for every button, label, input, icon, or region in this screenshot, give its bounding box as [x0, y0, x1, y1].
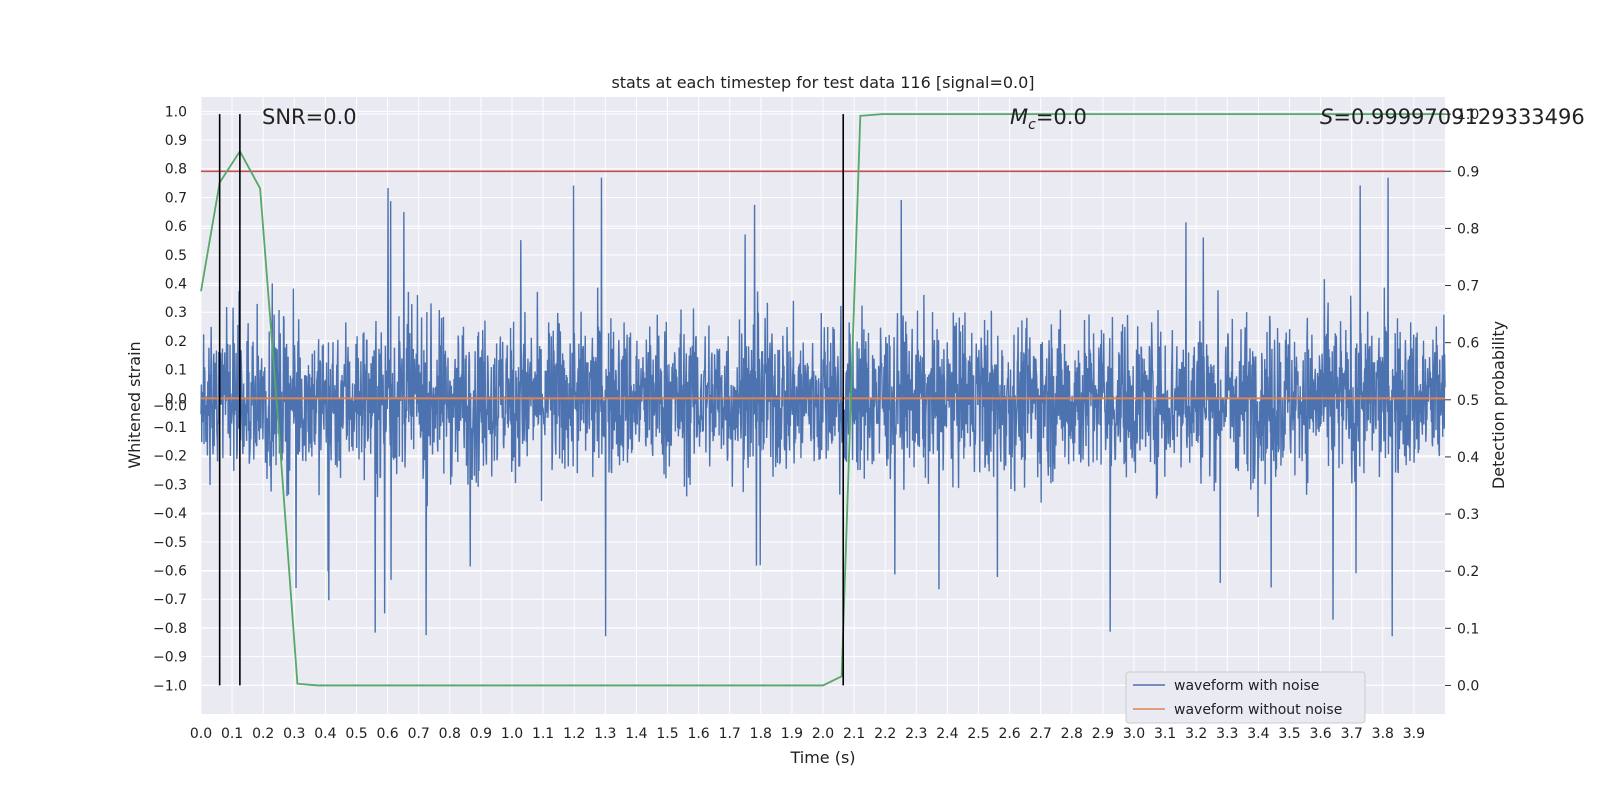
x-tick-label: 0.6: [376, 726, 398, 742]
detection-probability-line: [200, 113, 1445, 687]
x-tick-label: 2.6: [998, 726, 1020, 742]
y-right-tick-label: 0.3: [1457, 507, 1479, 523]
y-right-axis-ticks: 0.0 0.1 0.2 0.3 0.4 0.5 0.6 0.7 0.8 0.9 1.0: [1445, 107, 1479, 694]
x-tick-label: 3.0: [1123, 726, 1145, 742]
y-left-tick-label: 0.3: [165, 305, 187, 321]
y-left-tick-label: −0.1: [153, 420, 187, 436]
x-tick-label: 1.4: [625, 726, 647, 742]
x-tick-label: 1.3: [594, 726, 616, 742]
y-left-tick-label: 0.8: [165, 162, 187, 178]
y-left-tick-label: 0.0: [165, 391, 187, 407]
x-tick-label: 2.4: [936, 726, 958, 742]
x-tick-label: 3.1: [1154, 726, 1176, 742]
x-tick-label: 1.0: [501, 726, 523, 742]
s-symbol: S: [1320, 105, 1333, 129]
x-tick-label: 0.2: [252, 726, 274, 742]
x-tick-label: 3.4: [1247, 726, 1269, 742]
legend-box: [1125, 671, 1366, 724]
x-tick-label: 3.6: [1309, 726, 1331, 742]
x-tick-label: 0.1: [221, 726, 243, 742]
y-left-tick-label: −0.5: [153, 535, 187, 551]
y-left-tick-label: 0.1: [165, 363, 187, 379]
x-tick-label: 3.2: [1185, 726, 1207, 742]
mc-symbol: M: [1010, 105, 1028, 129]
x-tick-label: 1.7: [719, 726, 741, 742]
x-tick-label: 2.2: [874, 726, 896, 742]
x-tick-label: 1.5: [656, 726, 678, 742]
y-right-tick-label: 0.1: [1457, 621, 1479, 637]
y-left-tick-label: −0.0: [153, 399, 187, 415]
y-right-tick-label: 1.0: [1457, 107, 1479, 123]
x-tick-label: 2.8: [1061, 726, 1083, 742]
chart-title: stats at each timestep for test data 116…: [611, 73, 1034, 92]
snr-annotation: SNR=0.0: [262, 105, 357, 129]
noise-waveform-path: [200, 177, 1446, 637]
x-tick-label: 1.6: [687, 726, 709, 742]
score-annotation: S=0.9999709129333496: [1320, 105, 1585, 129]
y-left-tick-label: −0.7: [153, 592, 187, 608]
x-tick-label: 2.0: [812, 726, 834, 742]
y-left-axis-label: Whitened strain: [125, 341, 144, 468]
x-tick-label: 0.3: [283, 726, 305, 742]
y-left-tick-label: 0.2: [165, 334, 187, 350]
x-tick-label: 0.5: [345, 726, 367, 742]
series-waveform-with-noise: [200, 177, 1446, 637]
y-left-tick-label: −0.2: [153, 449, 187, 465]
y-right-tick-label: 0.9: [1457, 164, 1479, 180]
mc-subscript: c: [1028, 117, 1036, 133]
x-tick-label: 0.8: [439, 726, 461, 742]
legend-label-without-noise: waveform without noise: [1174, 702, 1342, 718]
y-right-tick-label: 0.6: [1457, 336, 1479, 352]
y-right-tick-label: 0.8: [1457, 221, 1479, 237]
y-left-tick-label: 0.9: [165, 133, 187, 149]
line-series-group: [200, 113, 1445, 687]
y-left-tick-label: 0.7: [165, 190, 187, 206]
x-tick-label: 2.1: [843, 726, 865, 742]
x-tick-label: 3.5: [1278, 726, 1300, 742]
y-right-tick-label: 0.2: [1457, 564, 1479, 580]
x-tick-label: 3.9: [1403, 726, 1425, 742]
y-left-tick-label: −0.6: [153, 564, 187, 580]
vertical-markers: [218, 114, 845, 686]
y-left-tick-label: −0.4: [153, 506, 187, 522]
x-tick-label: 2.7: [1030, 726, 1052, 742]
x-tick-label: 2.3: [905, 726, 927, 742]
x-tick-label: 2.9: [1092, 726, 1114, 742]
x-tick-label: 1.1: [532, 726, 554, 742]
x-tick-label: 0.0: [190, 726, 212, 742]
x-tick-label: 3.3: [1216, 726, 1238, 742]
x-tick-label: 1.9: [781, 726, 803, 742]
x-tick-label: 2.5: [967, 726, 989, 742]
y-left-tick-label: −0.9: [153, 650, 187, 666]
x-tick-label: 1.8: [750, 726, 772, 742]
y-left-axis-ticks: 1.0 0.9 0.8 0.7 0.6 0.5 0.4 0.3 0.2 0.1 0.0−0.0 −0.…: [153, 104, 187, 694]
y-right-tick-label: 0.7: [1457, 279, 1479, 295]
y-left-tick-label: −0.8: [153, 621, 187, 637]
x-tick-label: 0.7: [408, 726, 430, 742]
chirp-mass-annotation: Mc=0.0: [1010, 105, 1087, 133]
y-right-axis-label: Detection probability: [1489, 321, 1508, 489]
x-tick-label: 0.9: [470, 726, 492, 742]
mc-value: =0.0: [1036, 105, 1087, 129]
y-left-tick-label: −0.3: [153, 477, 187, 493]
s-value: =0.9999709129333496: [1333, 105, 1584, 129]
y-left-tick-label: 0.4: [165, 277, 187, 293]
x-tick-label: 3.8: [1372, 726, 1394, 742]
x-tick-label: 1.2: [563, 726, 585, 742]
y-right-tick-label: 0.0: [1457, 678, 1479, 694]
y-left-tick-label: −1.0: [153, 678, 187, 694]
legend-label-with-noise: waveform with noise: [1174, 678, 1319, 694]
x-tick-label: 3.7: [1341, 726, 1363, 742]
legend: waveform with noise waveform without noi…: [1125, 671, 1366, 724]
y-right-tick-label: 0.5: [1457, 393, 1479, 409]
x-tick-label: 0.4: [314, 726, 336, 742]
y-right-tick-label: 0.4: [1457, 450, 1479, 466]
y-left-tick-label: 1.0: [165, 104, 187, 120]
y-left-tick-label: 0.6: [165, 219, 187, 235]
x-axis-ticks: 0.0 0.1 0.2 0.3 0.4 0.5 0.6 0.7 0.8 0.9 1.0 1.1 1.2 1…: [190, 726, 1425, 742]
y-left-tick-label: 0.5: [165, 248, 187, 264]
x-axis-label: Time (s): [789, 748, 855, 767]
